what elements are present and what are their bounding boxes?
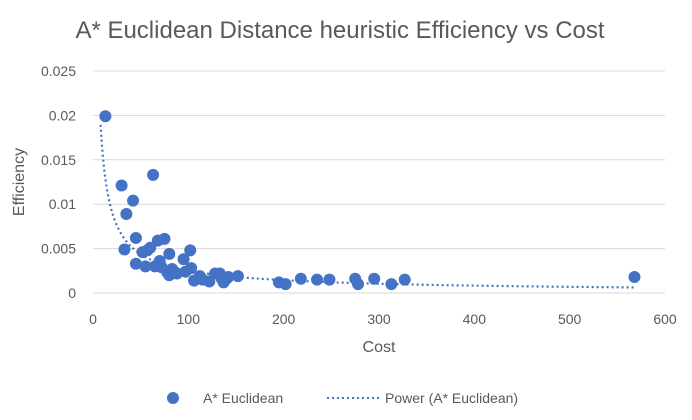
data-point <box>177 253 190 266</box>
y-tick-label: 0.01 <box>49 196 76 212</box>
data-point <box>385 278 398 291</box>
y-axis-label: Efficiency <box>11 148 28 216</box>
data-point <box>129 257 142 270</box>
data-point <box>129 231 142 244</box>
data-point <box>127 194 140 207</box>
data-point <box>118 243 131 256</box>
y-tick-label: 0.025 <box>41 63 76 79</box>
legend-label-scatter: A* Euclidean <box>203 390 283 406</box>
y-tick-label: 0 <box>68 285 76 301</box>
data-point <box>294 272 307 285</box>
data-point <box>184 244 197 257</box>
data-point <box>120 207 133 220</box>
data-points <box>99 110 641 291</box>
legend: A* Euclidean Power (A* Euclidean) <box>167 390 518 406</box>
y-tick-label: 0.02 <box>49 107 76 123</box>
x-tick-label: 200 <box>272 311 296 327</box>
x-tick-label: 100 <box>177 311 201 327</box>
y-tick-label: 0.005 <box>41 241 76 257</box>
axes: 0 0.005 0.01 0.015 0.02 0.025 0 100 200 300 400 500… <box>41 63 677 327</box>
legend-label-trendline: Power (A* Euclidean) <box>385 390 518 406</box>
data-point <box>147 168 160 181</box>
chart-title: A* Euclidean Distance heuristic Efficien… <box>75 17 604 44</box>
data-point <box>279 278 292 291</box>
data-point <box>368 272 381 285</box>
data-point <box>398 273 411 286</box>
x-tick-label: 600 <box>653 311 677 327</box>
x-tick-label: 400 <box>463 311 487 327</box>
data-point <box>158 232 171 245</box>
data-point <box>231 270 244 283</box>
data-point <box>99 110 112 123</box>
data-point <box>311 273 324 286</box>
legend-marker-scatter <box>167 392 179 404</box>
data-point <box>163 247 176 260</box>
y-tick-label: 0.015 <box>41 152 76 168</box>
data-point <box>185 262 198 275</box>
data-point <box>115 179 128 192</box>
x-tick-label: 0 <box>89 311 97 327</box>
data-point <box>139 260 152 273</box>
x-axis-label: Cost <box>363 339 396 356</box>
data-point <box>323 273 336 286</box>
x-tick-label: 500 <box>558 311 582 327</box>
data-point <box>144 241 157 254</box>
data-point <box>628 271 641 284</box>
data-point <box>352 278 365 291</box>
x-tick-label: 300 <box>367 311 391 327</box>
data-point <box>222 271 235 284</box>
